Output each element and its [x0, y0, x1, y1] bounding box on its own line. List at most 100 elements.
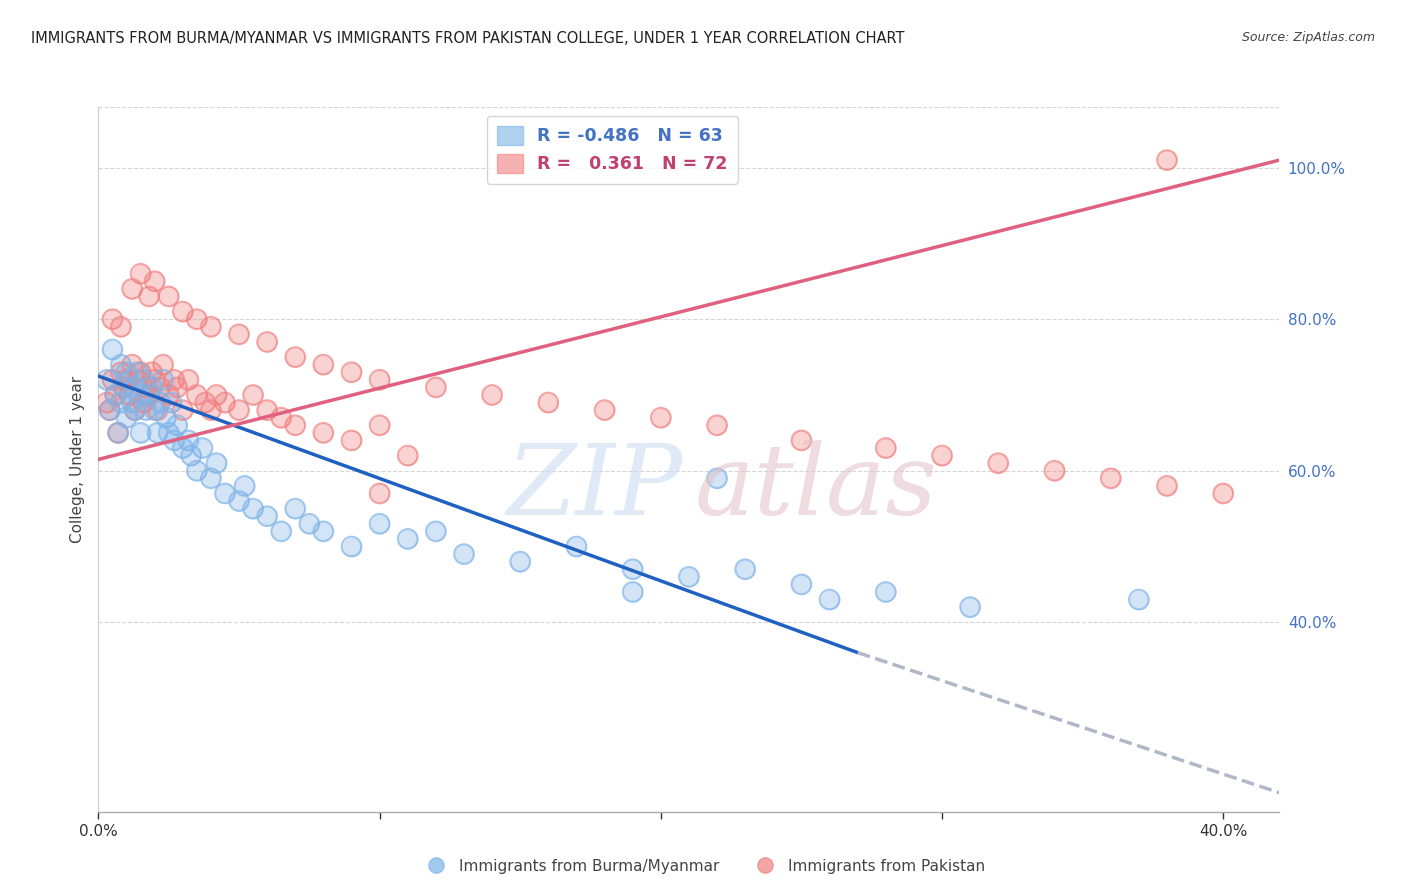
- Point: [284, 350, 307, 364]
- Point: [1156, 479, 1178, 493]
- Point: [1099, 471, 1122, 485]
- Point: [115, 365, 138, 379]
- Point: [138, 388, 160, 402]
- Point: [121, 358, 143, 372]
- Point: [191, 441, 214, 455]
- Point: [205, 388, 228, 402]
- Point: [177, 434, 200, 448]
- Point: [205, 456, 228, 470]
- Point: [124, 380, 146, 394]
- Point: [312, 425, 335, 440]
- Point: [110, 365, 132, 379]
- Point: [214, 486, 236, 500]
- Point: [734, 562, 756, 576]
- Point: [163, 434, 186, 448]
- Point: [396, 449, 419, 463]
- Point: [298, 516, 321, 531]
- Point: [790, 577, 813, 591]
- Point: [706, 471, 728, 485]
- Point: [959, 600, 981, 615]
- Point: [537, 395, 560, 409]
- Point: [959, 600, 981, 615]
- Point: [1156, 153, 1178, 167]
- Point: [1128, 592, 1150, 607]
- Point: [129, 365, 152, 379]
- Point: [129, 267, 152, 281]
- Point: [200, 319, 222, 334]
- Point: [104, 388, 127, 402]
- Point: [112, 380, 135, 394]
- Point: [110, 319, 132, 334]
- Point: [177, 373, 200, 387]
- Point: [1099, 471, 1122, 485]
- Point: [166, 418, 188, 433]
- Point: [621, 562, 644, 576]
- Point: [368, 373, 391, 387]
- Point: [621, 585, 644, 599]
- Point: [242, 388, 264, 402]
- Point: [312, 524, 335, 539]
- Point: [172, 304, 194, 318]
- Point: [101, 343, 124, 357]
- Point: [340, 365, 363, 379]
- Point: [157, 425, 180, 440]
- Point: [141, 365, 163, 379]
- Point: [228, 327, 250, 342]
- Point: [138, 388, 160, 402]
- Point: [537, 395, 560, 409]
- Point: [565, 540, 588, 554]
- Point: [186, 464, 208, 478]
- Point: [790, 434, 813, 448]
- Legend: Immigrants from Burma/Myanmar, Immigrants from Pakistan: Immigrants from Burma/Myanmar, Immigrant…: [415, 853, 991, 880]
- Point: [186, 312, 208, 326]
- Point: [166, 380, 188, 394]
- Point: [228, 327, 250, 342]
- Text: Source: ZipAtlas.com: Source: ZipAtlas.com: [1241, 31, 1375, 45]
- Point: [298, 516, 321, 531]
- Point: [987, 456, 1010, 470]
- Point: [270, 410, 292, 425]
- Point: [98, 403, 121, 417]
- Point: [115, 373, 138, 387]
- Point: [152, 373, 174, 387]
- Point: [368, 373, 391, 387]
- Point: [214, 395, 236, 409]
- Point: [1212, 486, 1234, 500]
- Point: [233, 479, 256, 493]
- Point: [875, 441, 897, 455]
- Point: [155, 410, 177, 425]
- Point: [818, 592, 841, 607]
- Point: [284, 418, 307, 433]
- Point: [121, 395, 143, 409]
- Point: [1156, 479, 1178, 493]
- Point: [706, 418, 728, 433]
- Point: [163, 373, 186, 387]
- Point: [368, 516, 391, 531]
- Point: [135, 380, 157, 394]
- Point: [312, 524, 335, 539]
- Point: [790, 434, 813, 448]
- Point: [312, 425, 335, 440]
- Point: [312, 358, 335, 372]
- Point: [112, 380, 135, 394]
- Point: [129, 365, 152, 379]
- Point: [200, 319, 222, 334]
- Point: [256, 334, 278, 349]
- Point: [425, 524, 447, 539]
- Point: [121, 282, 143, 296]
- Point: [157, 289, 180, 303]
- Point: [146, 425, 169, 440]
- Point: [256, 509, 278, 524]
- Point: [214, 395, 236, 409]
- Point: [121, 282, 143, 296]
- Point: [121, 395, 143, 409]
- Point: [1128, 592, 1150, 607]
- Point: [143, 274, 166, 288]
- Point: [132, 373, 155, 387]
- Point: [129, 425, 152, 440]
- Point: [621, 562, 644, 576]
- Point: [425, 524, 447, 539]
- Point: [205, 456, 228, 470]
- Point: [146, 425, 169, 440]
- Point: [818, 592, 841, 607]
